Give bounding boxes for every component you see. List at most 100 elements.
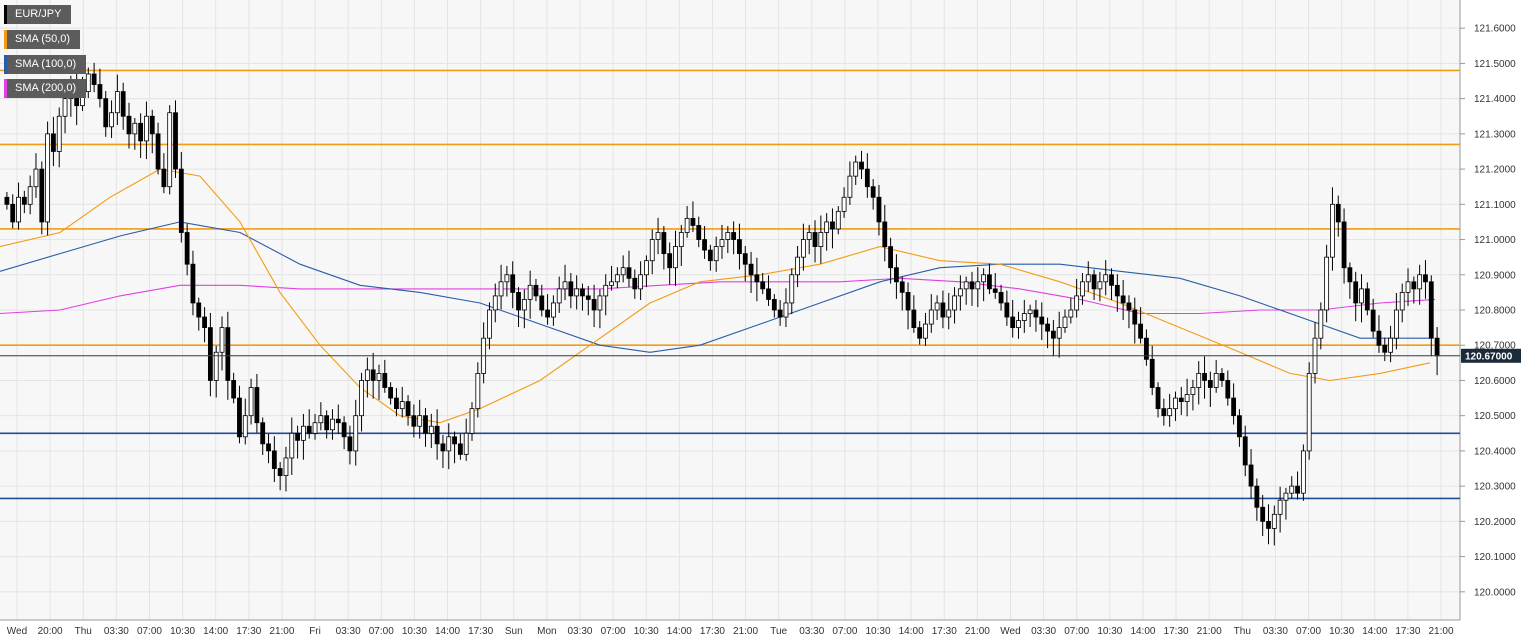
- x-tick-label: 07:00: [601, 626, 626, 637]
- x-tick-label: 21:00: [1428, 626, 1453, 637]
- legend-label: SMA (100,0): [15, 58, 77, 70]
- candle-body: [737, 239, 742, 255]
- legend-item-sma100[interactable]: SMA (100,0): [4, 55, 87, 74]
- candle-body: [731, 232, 737, 240]
- candle-body: [644, 260, 649, 276]
- candle-body: [684, 218, 690, 233]
- candle-body: [574, 288, 580, 297]
- candle-body: [1428, 281, 1434, 339]
- y-tick-label: 121.5000: [1474, 59, 1516, 70]
- candle-body: [405, 401, 411, 417]
- candle-body: [1155, 387, 1161, 410]
- candle-body: [975, 281, 981, 290]
- candle-body: [824, 221, 830, 233]
- candle-body: [260, 422, 266, 445]
- legend-label: EUR/JPY: [15, 8, 62, 20]
- candle-body: [62, 98, 68, 117]
- candle-body: [1085, 274, 1091, 283]
- candle-body: [138, 122, 144, 142]
- candle-body: [568, 281, 574, 297]
- candle-body: [1126, 302, 1132, 311]
- candle-body: [51, 133, 56, 152]
- candle-body: [434, 425, 440, 445]
- candle-body: [446, 436, 452, 452]
- x-tick-label: 03:30: [104, 626, 129, 637]
- candle-body: [1103, 274, 1109, 283]
- candle-body: [638, 274, 644, 290]
- candle-body: [1393, 309, 1399, 339]
- candle-body: [295, 432, 300, 441]
- x-tick-label: 10:30: [402, 626, 427, 637]
- candle-body: [440, 443, 446, 452]
- candle-body: [777, 309, 783, 318]
- candle-body: [864, 168, 870, 188]
- candle-body: [1050, 330, 1056, 339]
- candle-body: [533, 284, 539, 297]
- x-tick-label: 03:30: [1031, 626, 1056, 637]
- candle-body: [1004, 302, 1010, 318]
- candle-body: [830, 221, 835, 230]
- candle-body: [969, 281, 975, 290]
- candle-body: [359, 380, 364, 417]
- x-tick-label: 03:30: [567, 626, 592, 637]
- x-tick-label: 17:30: [236, 626, 261, 637]
- sma100-line: [0, 221, 1430, 353]
- candle-body: [1359, 288, 1364, 304]
- legend-item-symbol[interactable]: EUR/JPY: [4, 5, 72, 24]
- x-tick-label: 03:30: [336, 626, 361, 637]
- candle-body: [818, 232, 824, 247]
- legend-item-sma50[interactable]: SMA (50,0): [4, 30, 81, 49]
- candle-body: [800, 239, 806, 258]
- y-tick-label: 121.4000: [1474, 94, 1516, 105]
- candle-body: [527, 284, 533, 300]
- candle-body: [4, 196, 10, 205]
- candle-body: [1260, 506, 1266, 522]
- x-tick-label: Wed: [1000, 626, 1020, 637]
- candle-body: [766, 288, 771, 300]
- candle-body: [888, 246, 893, 269]
- candle-body: [394, 397, 399, 410]
- candle-body: [1149, 358, 1155, 388]
- candle-body: [1231, 397, 1237, 417]
- candle-body: [1423, 274, 1428, 283]
- candle-body: [556, 288, 562, 304]
- x-tick-label: 21:00: [1197, 626, 1222, 637]
- x-tick-label: 07:00: [137, 626, 162, 637]
- y-tick-label: 121.2000: [1474, 165, 1516, 176]
- candle-body: [696, 225, 702, 240]
- candle-body: [1091, 274, 1097, 290]
- y-tick-label: 120.4000: [1474, 446, 1516, 457]
- candle-body: [155, 133, 161, 170]
- candle-body: [225, 327, 231, 381]
- candle-body: [492, 295, 498, 311]
- candle-body: [1417, 274, 1423, 290]
- current-price-label: 120.67000: [1465, 351, 1513, 362]
- candle-body: [789, 274, 795, 304]
- candle-body: [1132, 309, 1138, 325]
- candle-body: [1080, 281, 1085, 297]
- candle-body: [254, 387, 260, 424]
- candle-body: [1202, 373, 1207, 381]
- candle-body: [1138, 323, 1143, 339]
- legend-item-sma200[interactable]: SMA (200,0): [4, 79, 87, 98]
- candle-body: [1295, 485, 1300, 494]
- candle-body: [231, 380, 237, 399]
- candle-body: [411, 415, 417, 427]
- y-tick-label: 121.6000: [1474, 24, 1516, 35]
- candle-body: [1068, 309, 1074, 318]
- candle-body: [1330, 203, 1335, 258]
- candle-body: [952, 295, 957, 311]
- x-tick-label: 17:30: [932, 626, 957, 637]
- candle-body: [940, 302, 946, 318]
- x-tick-label: 07:00: [369, 626, 394, 637]
- x-tick-label: 21:00: [269, 626, 294, 637]
- candle-body: [603, 284, 609, 297]
- candle-body: [1300, 450, 1306, 494]
- candle-body: [1027, 309, 1033, 314]
- candle-body: [428, 425, 434, 434]
- candle-body: [1225, 380, 1231, 399]
- sma200-line: [0, 277, 1436, 315]
- x-tick-label: 07:00: [1064, 626, 1089, 637]
- y-tick-label: 121.0000: [1474, 235, 1516, 246]
